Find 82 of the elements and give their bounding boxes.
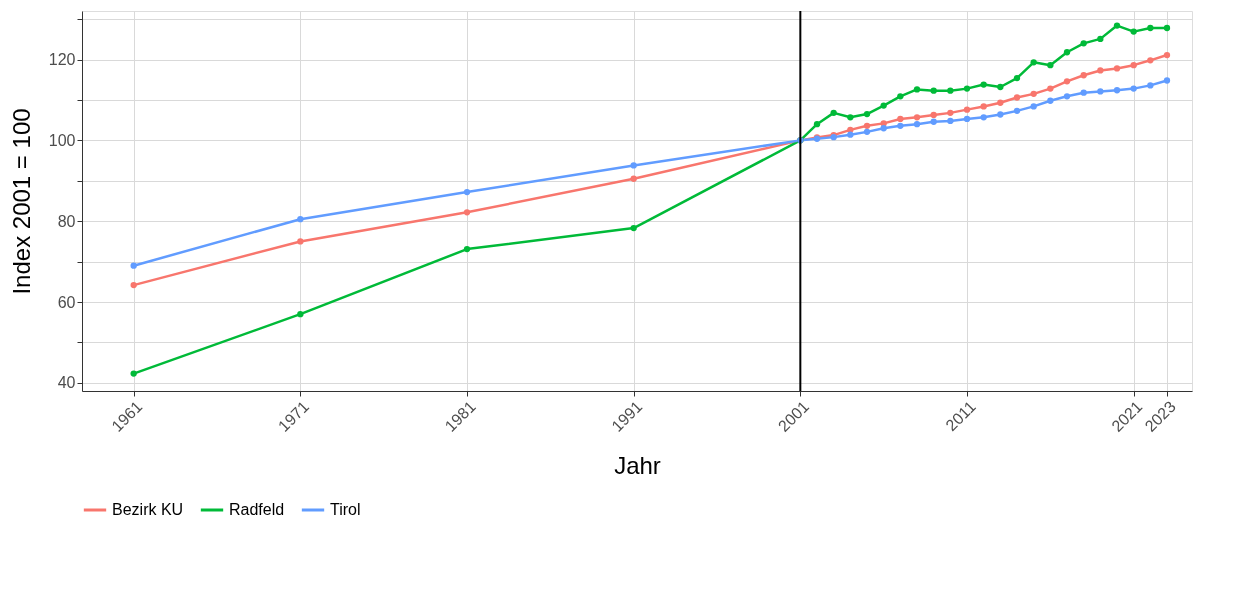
point <box>863 122 871 129</box>
point <box>1163 24 1171 32</box>
point <box>830 109 837 117</box>
y-tick-label: 40 <box>57 374 76 392</box>
point <box>880 102 887 109</box>
point <box>1063 93 1071 100</box>
x-axis-title: Jahr <box>614 451 661 479</box>
legend-label: Radfeld <box>229 501 285 518</box>
point <box>963 106 971 113</box>
point <box>913 86 921 93</box>
point <box>980 114 987 121</box>
point <box>1030 103 1037 110</box>
point <box>947 117 954 125</box>
point <box>630 162 637 169</box>
point <box>947 109 954 117</box>
y-axis-title: Index 2001 = 100 <box>7 108 35 295</box>
point <box>813 121 821 128</box>
point <box>1130 62 1137 69</box>
legend-label: Bezirk KU <box>112 501 184 518</box>
point <box>997 111 1004 118</box>
point <box>980 103 987 110</box>
point <box>963 85 971 92</box>
point <box>980 81 987 88</box>
y-tick-label: 120 <box>48 51 76 69</box>
point <box>1097 35 1104 43</box>
point <box>930 111 937 119</box>
point <box>1080 89 1087 96</box>
y-tick-label: 60 <box>57 293 76 311</box>
point <box>1063 49 1071 56</box>
point <box>1047 97 1054 104</box>
point <box>1047 62 1054 69</box>
point <box>463 245 471 253</box>
point <box>897 122 904 129</box>
point <box>897 93 904 100</box>
point <box>880 125 887 132</box>
point <box>947 87 954 94</box>
point <box>1113 65 1121 72</box>
point <box>1113 22 1121 29</box>
point <box>297 216 304 223</box>
point <box>1163 51 1171 59</box>
point <box>997 99 1004 106</box>
point <box>1013 107 1021 115</box>
point <box>1163 77 1171 84</box>
point <box>1147 24 1154 32</box>
point <box>930 118 937 125</box>
point <box>297 238 304 245</box>
y-tick-label: 80 <box>57 212 76 230</box>
point <box>1030 59 1037 66</box>
point <box>1013 94 1021 101</box>
point <box>130 370 137 377</box>
point <box>130 281 137 289</box>
point <box>1097 88 1104 95</box>
point <box>1063 78 1071 85</box>
point <box>897 115 904 123</box>
point <box>847 114 854 121</box>
point <box>997 83 1004 91</box>
point <box>963 115 971 123</box>
point <box>1130 28 1137 35</box>
point <box>1113 87 1121 94</box>
point <box>463 209 471 216</box>
point <box>1097 67 1104 74</box>
point <box>130 262 137 269</box>
point <box>863 128 871 136</box>
point <box>1080 72 1087 79</box>
point <box>297 311 304 318</box>
point <box>1030 90 1037 98</box>
point <box>463 188 471 196</box>
point <box>1130 85 1137 92</box>
point <box>1047 85 1054 92</box>
point <box>1147 57 1154 64</box>
point <box>630 175 637 182</box>
y-tick-label: 100 <box>48 131 76 149</box>
legend-label: Tirol <box>330 501 361 518</box>
point <box>930 87 937 94</box>
point <box>863 110 871 118</box>
point <box>913 121 921 128</box>
point <box>630 224 637 232</box>
point <box>1147 82 1154 89</box>
point <box>913 114 921 121</box>
point <box>1080 40 1087 47</box>
point <box>1013 74 1021 82</box>
point <box>847 131 854 138</box>
